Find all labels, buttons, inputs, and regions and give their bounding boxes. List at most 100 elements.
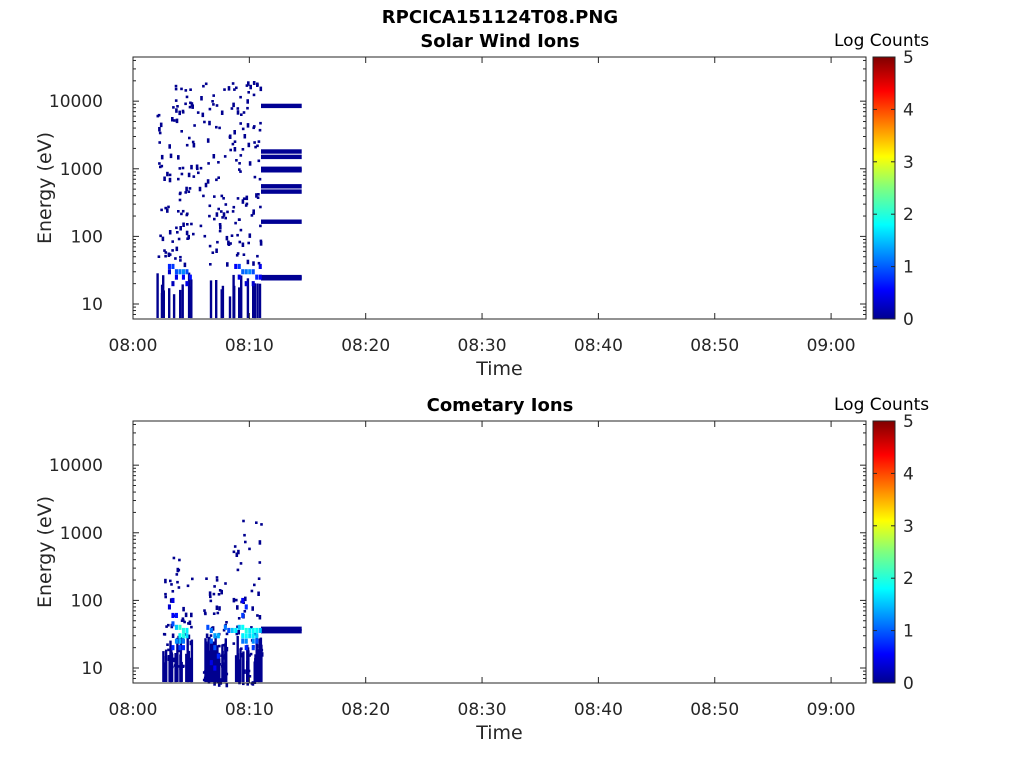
colorbar-tick-label: 2 — [903, 569, 914, 589]
spectrogram-count — [237, 617, 241, 620]
spectrogram-streak — [232, 274, 235, 319]
spectrogram-cell — [216, 633, 220, 639]
spectrogram-count — [239, 122, 242, 125]
spectrogram-count — [202, 678, 206, 682]
spectrogram-count — [181, 617, 185, 620]
spectrogram-streak — [215, 661, 218, 682]
spectrogram-count — [212, 612, 216, 615]
x-tick-label: 08:30 — [458, 336, 507, 356]
spectrogram-count — [245, 202, 249, 206]
spectrogram-streak — [179, 658, 182, 682]
spectrogram-cell — [171, 597, 175, 603]
spectrogram-count — [183, 633, 187, 636]
spectrogram-count — [253, 141, 256, 144]
spectrogram-count — [212, 592, 216, 596]
spectrogram-count — [186, 237, 189, 240]
spectrogram-count — [243, 669, 246, 674]
panel-1-colorbar-label: Log Counts — [834, 31, 930, 51]
spectrogram-count — [208, 214, 211, 218]
spectrogram-cell — [174, 274, 178, 280]
colorbar — [872, 56, 896, 320]
spectrogram-count — [172, 657, 175, 663]
spectrogram-count — [218, 606, 221, 611]
y-axis-label: Energy (eV) — [34, 496, 56, 608]
spectrogram-count — [211, 626, 215, 631]
spectrogram-count — [201, 112, 205, 118]
panel-2: 08:00 08:10 08:20 08:30 08:40 08:50 09:00 Time 1… — [34, 412, 914, 744]
spectrogram-count — [256, 83, 259, 87]
spectrogram-count — [198, 186, 202, 192]
spectrogram-count — [252, 82, 256, 85]
spectrogram-streak — [209, 280, 213, 319]
spectrogram-streak — [156, 273, 159, 318]
spectrogram-count — [232, 205, 236, 209]
spectrogram-count — [158, 131, 162, 135]
spectrogram-count — [217, 207, 220, 211]
spectrogram-count — [212, 103, 215, 106]
spectrogram-count — [242, 253, 246, 256]
spectrogram-count — [240, 113, 243, 116]
spectrogram-count — [168, 177, 172, 183]
spectrogram-cell — [181, 269, 185, 275]
spectrogram-count — [190, 164, 193, 170]
spectrogram-count — [212, 94, 215, 97]
spectrogram-count — [233, 130, 236, 135]
spectrogram-count — [229, 242, 232, 245]
spectrogram-streak — [187, 272, 191, 318]
spectrogram-count — [203, 234, 207, 238]
spectrogram-count — [166, 208, 169, 213]
spectrogram-streak — [220, 289, 223, 319]
spectrogram-count — [217, 176, 220, 179]
spectrogram-count — [251, 606, 254, 611]
spectrogram-count — [241, 242, 245, 247]
spectrogram-count — [225, 632, 229, 636]
spectrogram-cell — [251, 269, 255, 275]
spectrogram-count — [233, 147, 237, 152]
x-tick-label: 08:50 — [690, 336, 739, 356]
spectrogram-count — [239, 170, 242, 173]
spectrogram-count — [247, 241, 250, 245]
spectrogram-count — [163, 249, 166, 252]
spectrogram-count — [260, 523, 263, 526]
spectrogram-count — [238, 240, 242, 244]
spectrogram-cell — [237, 624, 241, 630]
spectrogram-count — [215, 104, 219, 107]
spectrogram-count — [178, 167, 182, 170]
spectrogram-count — [224, 216, 227, 220]
spectrogram-cell — [248, 633, 252, 639]
spectrogram-count — [195, 164, 199, 169]
spectrogram-cell — [258, 263, 262, 269]
spectrogram-count — [196, 111, 200, 114]
spectrogram-cell — [171, 621, 175, 627]
spectrogram-count — [252, 209, 255, 214]
spectrogram-cell — [181, 645, 185, 651]
spectrogram-cell — [181, 638, 185, 644]
spectrogram-count — [247, 81, 250, 86]
spectrogram-cell — [227, 627, 231, 633]
spectrogram-count — [160, 154, 164, 160]
spectrogram-count — [177, 649, 181, 653]
spectrogram-count — [222, 628, 226, 632]
spectrogram-count — [164, 206, 167, 210]
spectrogram-count — [244, 596, 247, 602]
spectrogram-count — [177, 210, 180, 213]
spectrogram-count — [192, 143, 196, 148]
spectrogram-count — [185, 230, 189, 236]
spectrogram-count — [215, 579, 219, 582]
spectrogram-count — [226, 210, 229, 214]
spectrogram-count — [215, 248, 218, 253]
spectrogram-count — [163, 176, 166, 181]
spectrogram-count — [161, 236, 165, 242]
spectrogram-count — [191, 577, 194, 581]
spectrogram-count — [164, 595, 167, 599]
spectrogram-count — [248, 547, 251, 551]
spectrogram-count — [246, 123, 250, 128]
spectrogram-count — [215, 576, 219, 579]
y-tick-label: 100 — [71, 227, 103, 247]
spectrogram-cell — [244, 269, 248, 275]
spectrogram-count — [185, 186, 188, 192]
spectrogram-count — [238, 162, 241, 165]
spectrogram-count — [239, 95, 242, 99]
spectrogram-cell — [244, 633, 248, 639]
spectrogram-count — [249, 84, 252, 90]
